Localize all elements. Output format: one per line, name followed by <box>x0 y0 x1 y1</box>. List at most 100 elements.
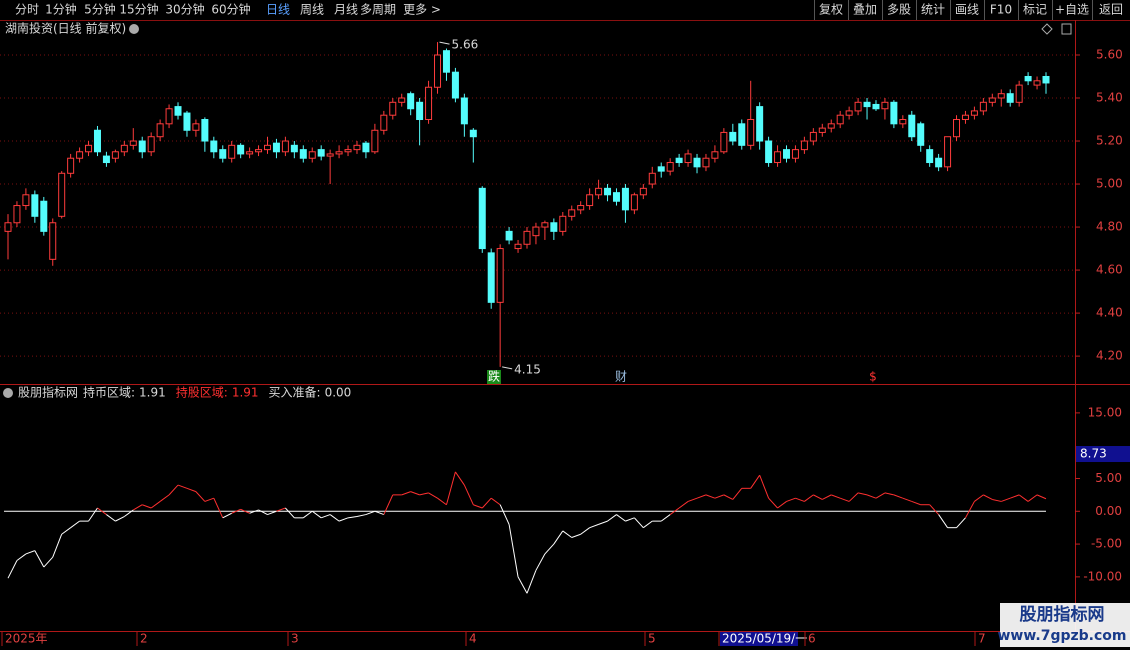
indicator-segment <box>16 553 27 561</box>
watermark-name: 股朋指标网 <box>1020 604 1105 625</box>
candle-body <box>102 155 110 164</box>
indicator-segment <box>804 494 814 502</box>
candle-body <box>380 114 388 131</box>
indicator-segment <box>607 514 617 522</box>
indicator-menu-icon[interactable] <box>3 388 13 398</box>
date-label: 2025年 <box>5 632 48 646</box>
toolbar-button[interactable]: 画线 <box>955 3 979 17</box>
indicator-segment <box>222 512 232 519</box>
indicator-segment <box>902 497 912 502</box>
candle-body <box>890 101 898 125</box>
indicator-segment <box>7 560 18 579</box>
candle-body <box>908 114 916 138</box>
indicator-segment <box>374 510 384 516</box>
indicator-segment <box>840 497 850 502</box>
candle-body <box>979 101 987 112</box>
candle-body <box>49 222 57 260</box>
field-value: 1.91 <box>139 386 166 400</box>
indicator-segment <box>428 492 438 499</box>
toolbar-button[interactable]: +自选 <box>1055 3 1089 17</box>
indicator-segment <box>25 550 36 555</box>
period-tab[interactable]: 60分钟 <box>211 2 250 17</box>
panel-icon[interactable] <box>1061 23 1072 35</box>
event-marker[interactable]: 跌 <box>488 369 500 384</box>
candle-body <box>505 230 513 241</box>
period-tab[interactable]: 日线 <box>266 3 290 17</box>
candle-body <box>111 151 119 159</box>
indicator-segment <box>1010 494 1020 499</box>
toolbar-button[interactable]: 叠加 <box>853 3 877 17</box>
period-tab[interactable]: 15分钟 <box>119 2 158 17</box>
event-marker-bg <box>487 370 501 384</box>
period-tab[interactable]: 周线 <box>300 3 324 17</box>
candle-body <box>93 129 101 153</box>
toolbar-button[interactable]: 复权 <box>819 3 843 17</box>
title-menu-icon[interactable] <box>129 24 139 34</box>
indicator-segment <box>159 494 170 502</box>
indicator-segment <box>777 501 787 509</box>
indicator-segment <box>884 492 894 496</box>
watermark-box <box>1000 603 1130 647</box>
low-label: 4.15 <box>514 362 541 376</box>
candle-body <box>219 149 227 159</box>
indicator-segment <box>383 494 394 515</box>
candle-body <box>40 200 48 232</box>
candle-body <box>595 187 603 196</box>
candle-body <box>13 205 21 224</box>
candle-body <box>917 123 925 146</box>
period-tab[interactable]: 分时 <box>15 3 39 17</box>
indicator-segment <box>759 475 770 499</box>
indicator-segment <box>562 530 573 538</box>
toolbar-button[interactable]: 返回 <box>1099 3 1123 17</box>
candle-body <box>335 151 343 155</box>
cursor-date-bg <box>720 632 798 646</box>
candle-body <box>255 149 263 153</box>
indicator-segment <box>499 504 510 525</box>
period-tab[interactable]: 更多 > <box>403 3 441 17</box>
event-marker[interactable]: $ <box>869 370 877 384</box>
indicator-segment <box>463 484 474 505</box>
candle-body <box>398 97 406 103</box>
indicator-segment <box>347 516 358 519</box>
candle-body <box>272 142 280 153</box>
candle-body <box>147 136 155 153</box>
candle-body <box>532 226 540 237</box>
period-tab[interactable]: 30分钟 <box>165 2 204 17</box>
indicator-segment <box>526 570 537 594</box>
candle-body <box>138 140 146 153</box>
indicator-segment <box>866 494 877 499</box>
indicator-segment <box>1027 494 1038 502</box>
indicator-segment <box>625 517 635 522</box>
period-tab[interactable]: 1分钟 <box>45 2 77 17</box>
event-marker[interactable]: 财 <box>615 370 627 384</box>
period-tab[interactable]: 多周期 <box>360 3 396 17</box>
indicator-segment <box>285 507 295 519</box>
toolbar-button[interactable]: 标记 <box>1023 3 1047 17</box>
period-tab[interactable]: 月线 <box>334 3 358 17</box>
indicator-segment <box>267 510 277 516</box>
toolbar-button[interactable]: F10 <box>990 3 1012 17</box>
toolbar-button[interactable]: 统计 <box>921 3 945 17</box>
indicator-segment <box>365 510 376 516</box>
candle-body <box>863 101 871 108</box>
indicator-segment <box>1018 494 1029 502</box>
candle-body <box>612 192 620 202</box>
indicator-segment <box>956 517 966 529</box>
candle-body <box>791 149 799 159</box>
indicator-segment <box>321 514 331 519</box>
period-tab[interactable]: 5分钟 <box>84 2 116 17</box>
candle-body <box>621 187 629 211</box>
candle-body <box>129 140 137 146</box>
candle-body <box>648 172 656 185</box>
cursor-value: 8.73 <box>1080 447 1107 461</box>
candle-body <box>290 144 298 153</box>
indicator-segment <box>544 543 555 555</box>
toolbar-button[interactable]: 多股 <box>887 3 911 17</box>
diamond-icon[interactable] <box>1041 23 1053 35</box>
candle-body <box>4 222 12 232</box>
indicator-segment <box>857 492 868 496</box>
candle-body <box>1033 80 1041 86</box>
candle-body <box>85 144 93 153</box>
